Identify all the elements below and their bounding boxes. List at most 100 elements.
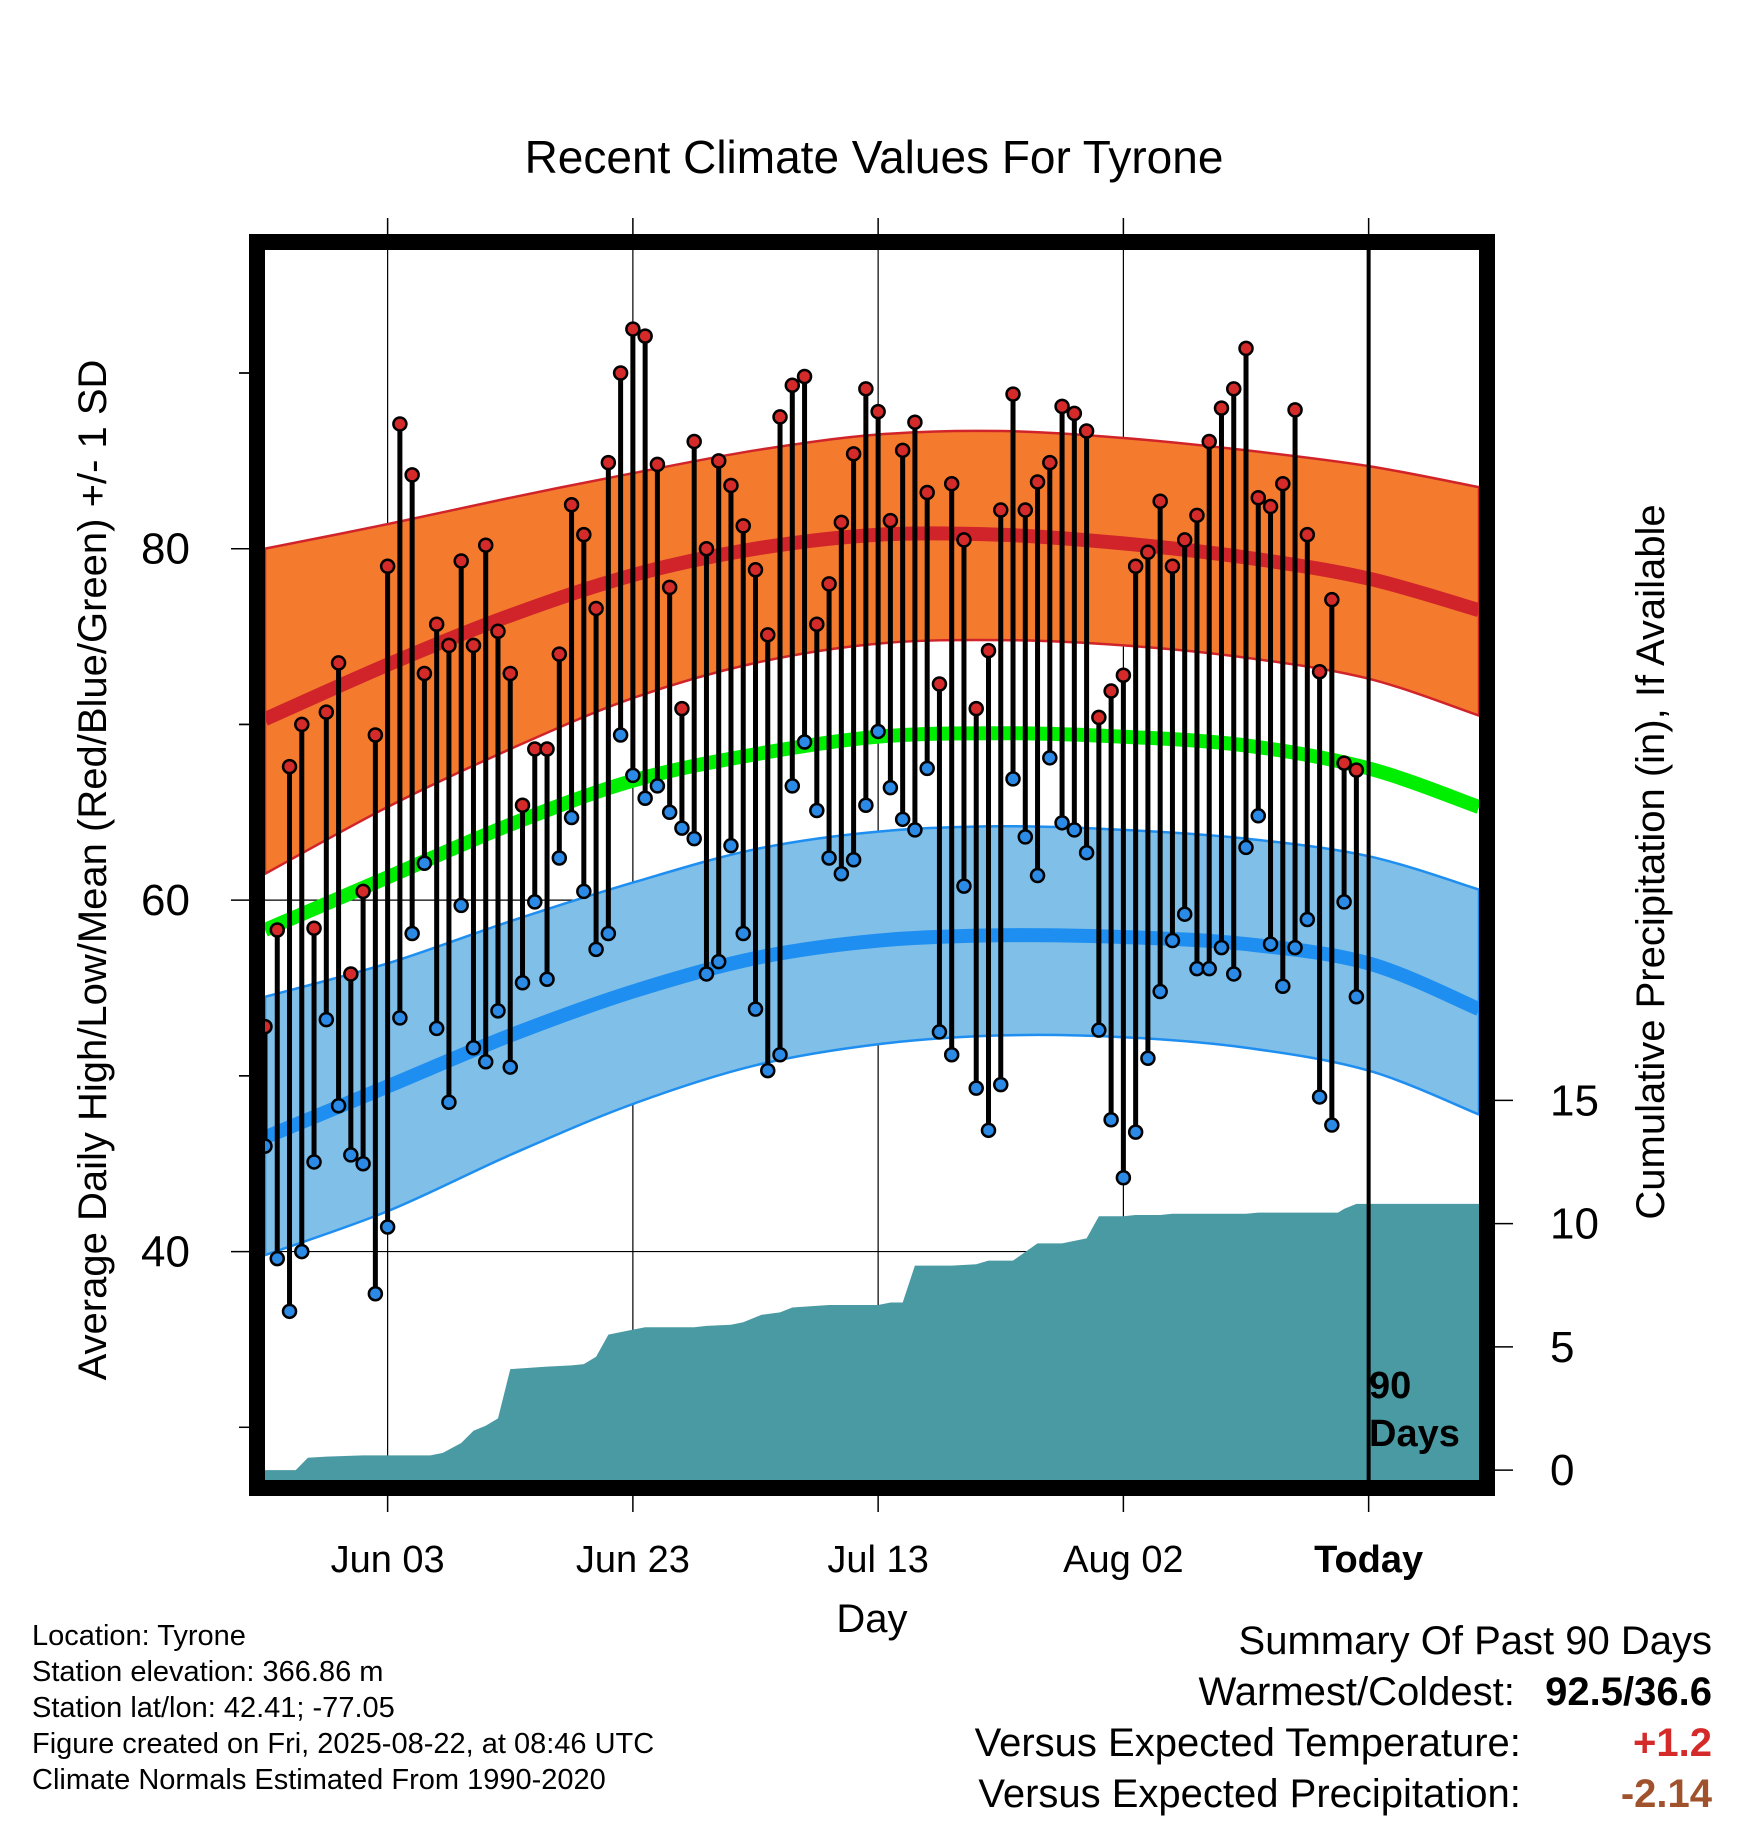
daily-low-point xyxy=(343,1147,359,1163)
daily-low-point xyxy=(281,1303,298,1320)
daily-low-point xyxy=(980,1122,997,1139)
daily-high-point xyxy=(1017,502,1034,518)
daily-low-point xyxy=(1054,815,1070,831)
daily-high-point xyxy=(502,665,519,682)
daily-low-point xyxy=(796,734,813,750)
daily-high-point xyxy=(1299,526,1316,543)
figure-created: Figure created on Fri, 2025-08-22, at 08… xyxy=(32,1728,655,1760)
daily-high-point xyxy=(1324,591,1340,608)
daily-low-point xyxy=(858,797,874,814)
high-sd-band xyxy=(265,429,1479,876)
daily-low-point xyxy=(1029,867,1046,884)
daily-high-point xyxy=(281,758,298,775)
daily-low-point xyxy=(637,790,653,806)
daily-high-point xyxy=(661,579,678,596)
daily-low-point xyxy=(318,1011,335,1028)
daily-high-point xyxy=(269,922,286,938)
daily-low-point xyxy=(404,925,420,942)
daily-low-point xyxy=(453,897,469,914)
precip-deviation-value: -2.14 xyxy=(1620,1772,1712,1816)
daily-low-point xyxy=(956,878,972,894)
daily-high-point xyxy=(612,365,629,381)
daily-high-point xyxy=(821,576,837,592)
daily-low-point xyxy=(649,778,666,794)
daily-high-point xyxy=(600,454,617,471)
daily-high-point xyxy=(686,433,702,450)
daily-low-point xyxy=(428,1020,445,1037)
daily-high-point xyxy=(1213,400,1230,416)
daily-high-point xyxy=(637,328,653,344)
daily-low-point xyxy=(1176,906,1193,922)
daily-low-point xyxy=(1213,939,1230,956)
daily-low-point xyxy=(735,925,751,942)
x-tick-label: Today xyxy=(1314,1539,1423,1581)
daily-high-point xyxy=(477,537,494,553)
daily-high-point xyxy=(956,532,972,548)
daily-high-point xyxy=(833,514,850,531)
daily-high-point xyxy=(465,637,482,654)
summary-precip: Versus Expected Precipitation: -2.14 xyxy=(975,1769,1712,1820)
daily-low-point xyxy=(661,804,678,821)
x-tick-label: Jul 13 xyxy=(827,1539,928,1581)
y-right-tick-label: 15 xyxy=(1550,1076,1599,1125)
y-right-tick-label: 10 xyxy=(1550,1200,1599,1249)
plot-frame xyxy=(249,234,1495,1496)
daily-low-point xyxy=(1103,1112,1119,1128)
x-tick-label: Aug 02 xyxy=(1063,1539,1183,1581)
daily-low-point xyxy=(392,1010,408,1026)
daily-low-point xyxy=(1127,1124,1144,1140)
daily-high-point xyxy=(294,716,310,733)
daily-low-point xyxy=(1250,808,1267,824)
daily-low-point xyxy=(760,1062,776,1079)
daily-high-point xyxy=(1201,433,1217,450)
daily-high-point xyxy=(355,883,371,900)
x-tick-label: Jun 03 xyxy=(331,1539,445,1581)
station-info: Location: Tyrone Station elevation: 366.… xyxy=(32,1618,654,1798)
daily-low-point xyxy=(1287,939,1303,956)
daily-low-point xyxy=(1091,1022,1107,1038)
daily-high-point xyxy=(1275,475,1291,492)
daily-high-point xyxy=(428,616,445,633)
daily-high-point xyxy=(1091,709,1107,726)
climate-chart: Recent Climate Values For Tyrone Jun 03 J… xyxy=(71,131,1673,1641)
daily-low-point xyxy=(1299,911,1316,928)
daily-high-point xyxy=(993,502,1009,518)
daily-high-point xyxy=(551,646,568,662)
daily-high-point xyxy=(1225,381,1242,397)
daily-low-point xyxy=(355,1155,371,1172)
daily-low-point xyxy=(1201,960,1217,977)
daily-low-point xyxy=(576,883,592,900)
daily-high-point xyxy=(760,627,776,643)
precip-deviation-label: Versus Expected Precipitation: xyxy=(978,1772,1521,1816)
daily-high-point xyxy=(1029,474,1046,490)
daily-high-point xyxy=(1250,490,1267,506)
daily-high-point xyxy=(1078,423,1095,439)
daily-low-point xyxy=(1225,966,1242,982)
daily-low-point xyxy=(1140,1050,1156,1067)
y-axis-right-label: Cumulative Precipitation (in), If Availa… xyxy=(1629,504,1673,1219)
summary-title: Summary Of Past 90 Days xyxy=(1238,1619,1712,1663)
daily-high-point xyxy=(858,381,874,397)
daily-low-point xyxy=(1348,989,1365,1005)
daily-high-point xyxy=(1189,507,1205,524)
y-right-tick-label: 0 xyxy=(1550,1446,1574,1495)
daily-low-point xyxy=(441,1094,457,1110)
daily-low-point xyxy=(943,1047,960,1063)
daily-low-point xyxy=(1336,894,1352,910)
daily-low-point xyxy=(772,1047,788,1063)
daily-low-point xyxy=(612,727,629,743)
daily-high-point xyxy=(1005,386,1021,402)
today-marker-label-2: Days xyxy=(1369,1413,1460,1455)
daily-low-point xyxy=(698,966,715,982)
daily-high-point xyxy=(772,409,788,425)
x-axis-label: Day xyxy=(836,1597,907,1641)
station-elevation: Station elevation: 366.86 m xyxy=(32,1656,384,1688)
daily-low-point xyxy=(625,767,641,784)
daily-low-point xyxy=(1152,983,1168,1000)
daily-high-point xyxy=(784,377,801,394)
daily-high-point xyxy=(723,477,739,494)
daily-high-point xyxy=(490,623,506,640)
daily-range-group xyxy=(257,250,1371,1480)
daily-low-point xyxy=(294,1243,310,1260)
daily-high-point xyxy=(943,475,960,492)
